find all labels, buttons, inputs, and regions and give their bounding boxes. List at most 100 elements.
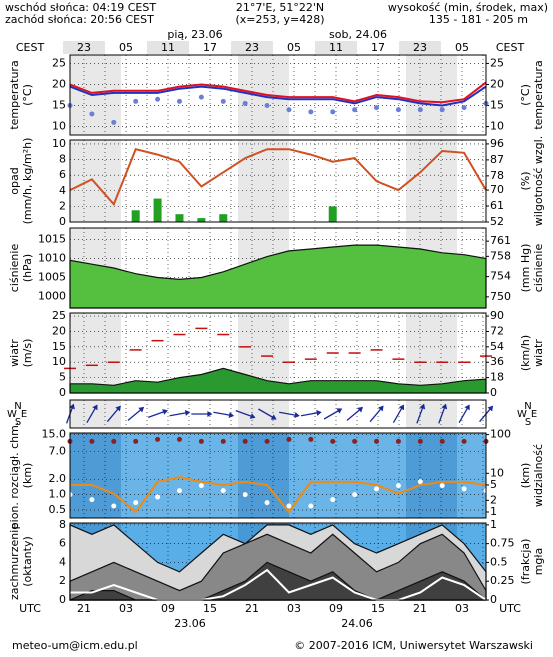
series-dot xyxy=(395,483,401,489)
wind-arrow-head xyxy=(357,406,364,413)
y-axis-label: (m/s) xyxy=(21,339,34,368)
series-dot xyxy=(198,438,204,444)
series-dot xyxy=(133,438,139,444)
y-tick-label: 15 xyxy=(52,99,66,112)
series-bar xyxy=(328,206,337,222)
sunset: zachód słońca: 20:56 CEST xyxy=(5,13,154,26)
y-tick-label: 6 xyxy=(59,537,66,550)
night-shade xyxy=(406,140,457,222)
time-tick-label: 03 xyxy=(119,602,133,615)
compass-label: N xyxy=(14,401,21,412)
wind-arrow xyxy=(346,406,364,421)
series-dot xyxy=(395,107,401,113)
series-dot xyxy=(155,436,161,442)
grid-point: (x=253, y=428) xyxy=(235,13,324,26)
series-dot xyxy=(330,438,336,444)
time-tick-label: 03 xyxy=(287,602,301,615)
time-tick-label: 21 xyxy=(77,602,91,615)
y-axis-label: zachmurzenie xyxy=(8,523,21,600)
wind-arrow-head xyxy=(138,406,145,413)
series-dot xyxy=(133,98,139,104)
panel-frame xyxy=(69,432,487,519)
series-dot xyxy=(264,103,270,109)
compass-label: W xyxy=(517,409,527,420)
y2-tick-label: 750 xyxy=(490,290,511,303)
series-dot xyxy=(417,107,423,113)
y2-axis-label: mgła xyxy=(532,548,545,576)
wind-arrow xyxy=(416,403,426,424)
time-tick-label: 05 xyxy=(119,41,133,54)
y-tick-label: 2 xyxy=(59,574,66,587)
series-line xyxy=(70,568,487,601)
time-header-band xyxy=(231,41,273,54)
y2-tick-label: 0.5 xyxy=(490,555,508,568)
y2-tick-label: 52 xyxy=(490,215,504,228)
time-header-band xyxy=(273,41,315,54)
time-tick-label: 05 xyxy=(287,41,301,54)
y2-tick-label: 0 xyxy=(490,386,497,399)
series-line xyxy=(69,85,487,107)
y-tick-label: 1010 xyxy=(38,251,66,264)
y-axis-label: (°C) xyxy=(21,84,34,106)
series-dot xyxy=(374,438,380,444)
series-dot xyxy=(352,438,358,444)
wind-arrow-head xyxy=(270,414,277,420)
wind-arrow xyxy=(191,411,213,417)
wind-arrow xyxy=(323,408,343,420)
series-dot xyxy=(176,488,182,494)
y2-axis-label: wilgotność wzgl. xyxy=(532,136,545,226)
date-label: 24.06 xyxy=(341,617,373,630)
series-dot xyxy=(220,488,226,494)
series-dot xyxy=(286,107,292,113)
night-shade xyxy=(70,400,121,428)
time-header-band xyxy=(147,41,189,54)
y-tick-label: 6 xyxy=(59,168,66,181)
y-tick-label: 8 xyxy=(59,518,66,531)
zone-label: CEST xyxy=(496,41,525,54)
series-bar xyxy=(153,198,162,222)
zone-label: UTC xyxy=(19,602,41,615)
wind-arrow-head xyxy=(115,405,121,412)
y-tick-label: 15.0 xyxy=(42,427,67,440)
wind-arrow xyxy=(147,409,168,419)
y-tick-label: 1000 xyxy=(38,290,66,303)
series-dot xyxy=(417,438,423,444)
compass-label: W xyxy=(7,409,17,420)
series-line xyxy=(69,148,487,207)
y-tick-label: 10 xyxy=(52,137,66,150)
time-tick-label: 17 xyxy=(203,41,217,54)
y2-tick-label: 100 xyxy=(490,428,511,441)
panel-frame xyxy=(69,399,487,429)
y2-tick-label: 18 xyxy=(490,371,504,384)
night-shade xyxy=(70,140,121,222)
y-axis-label: (mm/h, kg/m²h) xyxy=(21,138,34,225)
series-dot xyxy=(89,111,95,117)
time-header-band xyxy=(105,41,147,54)
time-tick-label: 15 xyxy=(371,602,385,615)
y2-tick-label: 15 xyxy=(490,99,504,112)
series-dot xyxy=(395,438,401,444)
wind-arrow xyxy=(258,408,277,420)
series-dot xyxy=(220,98,226,104)
y-tick-label: 4 xyxy=(59,555,66,568)
time-tick-label: 15 xyxy=(203,602,217,615)
wind-arrow-head xyxy=(184,410,191,416)
series-dot xyxy=(198,94,204,100)
wind-arrow xyxy=(169,410,191,417)
y2-axis-label: (°C) xyxy=(519,84,532,106)
series-dot xyxy=(374,105,380,111)
y2-tick-label: 70 xyxy=(490,183,504,196)
day-label: pią, 23.06 xyxy=(167,28,222,41)
series-line xyxy=(69,81,487,104)
zone-label: CEST xyxy=(16,41,45,54)
sunrise: wschód słońca: 04:19 CEST xyxy=(5,1,156,14)
y2-tick-label: 754 xyxy=(490,270,511,283)
time-header-band xyxy=(315,41,357,54)
time-header-band xyxy=(189,41,231,54)
compass-label: E xyxy=(531,409,537,420)
y2-tick-label: 758 xyxy=(490,249,511,262)
y-tick-label: 7.0 xyxy=(49,444,67,457)
compass-label: S xyxy=(15,417,21,428)
y-axis-label: pion. rozciągł. chm. xyxy=(8,422,21,530)
